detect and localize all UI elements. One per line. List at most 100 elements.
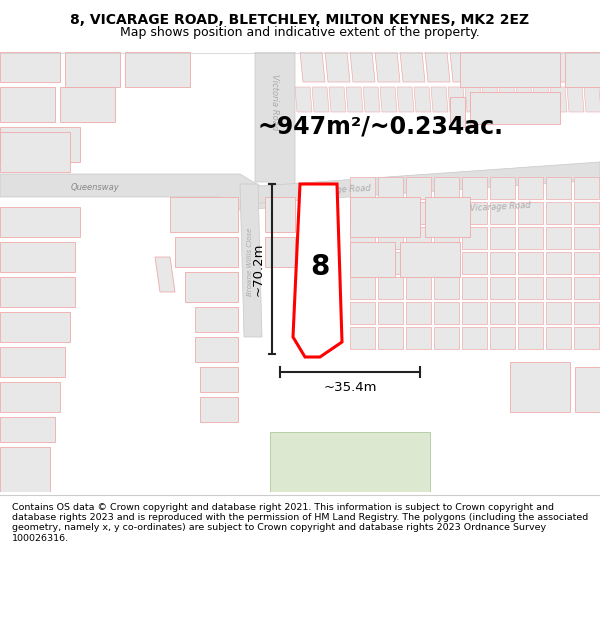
Polygon shape	[425, 197, 470, 237]
Polygon shape	[414, 87, 431, 112]
Polygon shape	[0, 127, 80, 162]
Polygon shape	[550, 52, 575, 82]
Polygon shape	[0, 207, 80, 237]
Polygon shape	[200, 367, 238, 392]
Polygon shape	[380, 87, 397, 112]
Text: Map shows position and indicative extent of the property.: Map shows position and indicative extent…	[120, 26, 480, 39]
Polygon shape	[378, 177, 403, 199]
Polygon shape	[350, 302, 375, 324]
Polygon shape	[0, 447, 50, 492]
Polygon shape	[406, 227, 431, 249]
Polygon shape	[350, 242, 395, 277]
Polygon shape	[462, 327, 487, 349]
Polygon shape	[245, 162, 600, 204]
Polygon shape	[65, 52, 120, 87]
Polygon shape	[518, 327, 543, 349]
Polygon shape	[546, 302, 571, 324]
Polygon shape	[546, 327, 571, 349]
Polygon shape	[406, 302, 431, 324]
Polygon shape	[533, 87, 550, 112]
Polygon shape	[346, 87, 363, 112]
Polygon shape	[375, 52, 400, 82]
Polygon shape	[325, 52, 350, 82]
Polygon shape	[584, 87, 600, 112]
Polygon shape	[575, 367, 600, 412]
Text: ~70.2m: ~70.2m	[252, 242, 265, 296]
Polygon shape	[378, 302, 403, 324]
Polygon shape	[434, 302, 459, 324]
Polygon shape	[350, 277, 375, 299]
Polygon shape	[406, 277, 431, 299]
Polygon shape	[0, 382, 60, 412]
Polygon shape	[270, 432, 430, 492]
Polygon shape	[350, 197, 420, 237]
Polygon shape	[350, 252, 375, 274]
Polygon shape	[60, 87, 115, 122]
Polygon shape	[300, 52, 325, 82]
Polygon shape	[546, 177, 571, 199]
Polygon shape	[550, 87, 567, 112]
Polygon shape	[448, 87, 465, 112]
Polygon shape	[574, 227, 599, 249]
Polygon shape	[518, 227, 543, 249]
Polygon shape	[574, 252, 599, 274]
Polygon shape	[574, 202, 599, 224]
Polygon shape	[490, 327, 515, 349]
Polygon shape	[0, 87, 55, 122]
Text: Victoria Road: Victoria Road	[271, 74, 280, 130]
Polygon shape	[378, 327, 403, 349]
Polygon shape	[0, 132, 70, 172]
Text: Browne Willis Close: Browne Willis Close	[247, 228, 253, 296]
Polygon shape	[490, 177, 515, 199]
Polygon shape	[462, 227, 487, 249]
Polygon shape	[499, 87, 516, 112]
Polygon shape	[295, 87, 312, 112]
Polygon shape	[240, 184, 262, 337]
Polygon shape	[462, 177, 487, 199]
Polygon shape	[378, 227, 403, 249]
Polygon shape	[434, 202, 459, 224]
Polygon shape	[434, 327, 459, 349]
Polygon shape	[265, 197, 295, 232]
Polygon shape	[450, 52, 475, 82]
Polygon shape	[575, 52, 600, 82]
Polygon shape	[460, 52, 560, 87]
Polygon shape	[329, 87, 346, 112]
Polygon shape	[516, 87, 533, 112]
Polygon shape	[462, 277, 487, 299]
Polygon shape	[462, 302, 487, 324]
Polygon shape	[0, 277, 75, 307]
Polygon shape	[567, 87, 584, 112]
Polygon shape	[470, 92, 560, 124]
Polygon shape	[0, 417, 55, 442]
Polygon shape	[0, 52, 60, 82]
Polygon shape	[406, 327, 431, 349]
Polygon shape	[574, 177, 599, 199]
Polygon shape	[195, 337, 238, 362]
Polygon shape	[565, 52, 600, 87]
Polygon shape	[406, 252, 431, 274]
Polygon shape	[175, 237, 238, 267]
Polygon shape	[305, 237, 330, 267]
Polygon shape	[195, 307, 238, 332]
Polygon shape	[490, 277, 515, 299]
Polygon shape	[431, 87, 448, 112]
Polygon shape	[155, 257, 175, 292]
Polygon shape	[510, 362, 570, 412]
Polygon shape	[125, 52, 190, 87]
Polygon shape	[518, 277, 543, 299]
Polygon shape	[378, 202, 403, 224]
Polygon shape	[462, 252, 487, 274]
Text: Vicarage Road: Vicarage Road	[309, 184, 371, 196]
Polygon shape	[546, 227, 571, 249]
Polygon shape	[546, 252, 571, 274]
Polygon shape	[434, 277, 459, 299]
Polygon shape	[518, 252, 543, 274]
Polygon shape	[185, 272, 238, 302]
Polygon shape	[400, 52, 425, 82]
Polygon shape	[255, 52, 295, 192]
Polygon shape	[462, 202, 487, 224]
Polygon shape	[293, 184, 342, 357]
Text: ~947m²/~0.234ac.: ~947m²/~0.234ac.	[258, 115, 504, 139]
Polygon shape	[434, 227, 459, 249]
